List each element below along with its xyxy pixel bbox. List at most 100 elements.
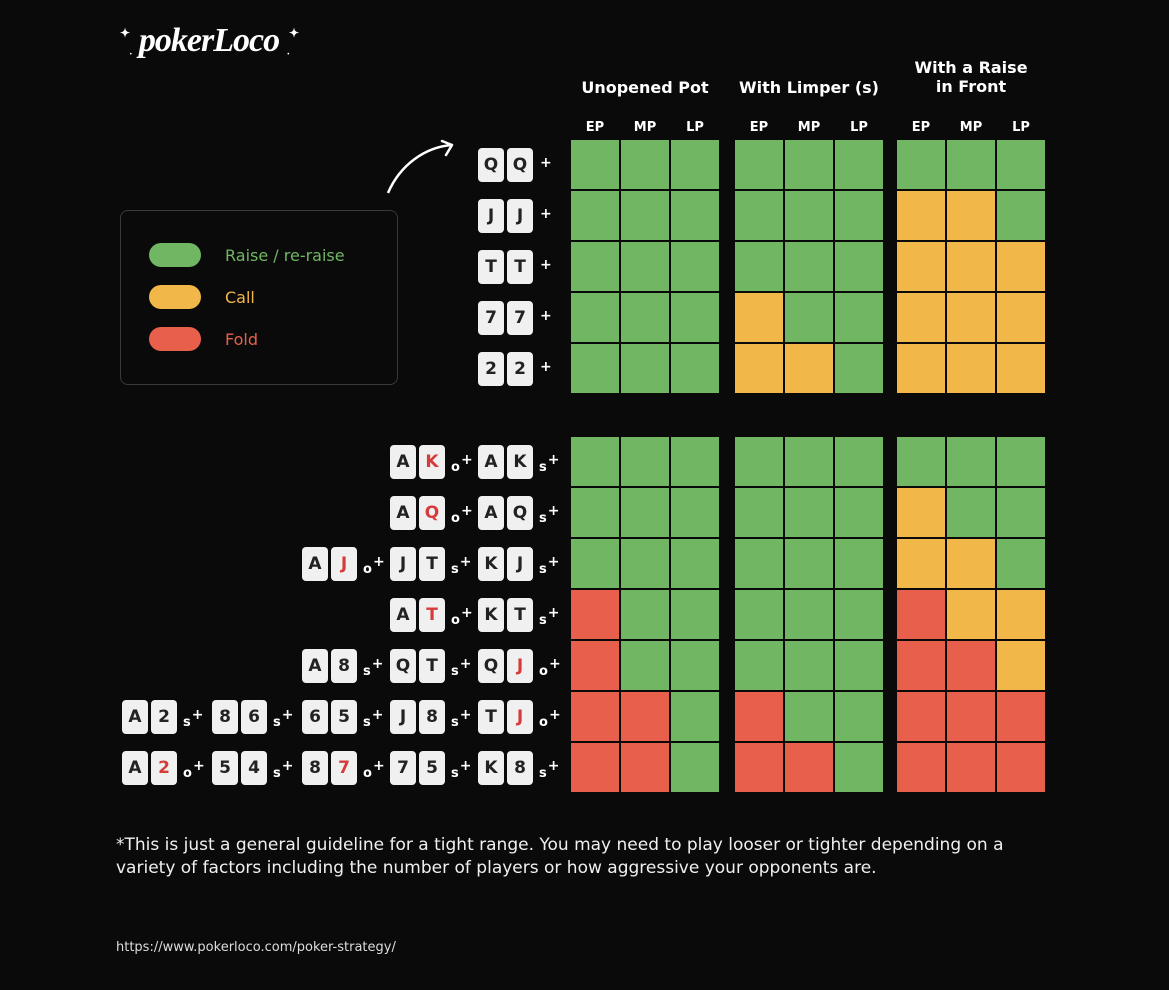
action-cell [997,641,1045,690]
hand-label: J8s+ [390,700,471,734]
action-cell [835,539,883,588]
hand-suffix: + [539,157,552,173]
card: 2 [151,700,177,734]
card: 6 [241,700,267,734]
hand-label: 54s+ [212,751,293,785]
action-cell [897,293,945,342]
action-cell [621,140,669,189]
hand-suffix: s+ [273,760,293,776]
action-cell [671,344,719,393]
action-cell [997,344,1045,393]
action-cell [947,242,995,291]
card: K [478,598,504,632]
action-cell [571,488,619,537]
legend-row-call: Call [149,285,369,309]
action-cell [571,539,619,588]
position-header: MP [947,120,995,135]
action-cell [735,590,783,639]
card: 5 [212,751,238,785]
hand-suffix: o+ [363,556,385,572]
action-cell [571,242,619,291]
legend-label-fold: Fold [225,330,258,349]
legend-pill-raise [149,243,201,267]
hand-suffix: s+ [451,556,471,572]
card: K [419,445,445,479]
card: Q [507,148,533,182]
hand-suffix: o+ [539,658,561,674]
action-cell [897,692,945,741]
hand-label: KJs+ [478,547,559,581]
action-cell [621,590,669,639]
hand-label: QJo+ [478,649,561,683]
hand-suffix: o+ [363,760,385,776]
action-cell [571,293,619,342]
action-cell [571,641,619,690]
legend-pill-fold [149,327,201,351]
action-cell [671,191,719,240]
card: T [419,649,445,683]
footnote-text: *This is just a general guideline for a … [116,834,1016,880]
hand-suffix: s+ [451,709,471,725]
action-cell [735,140,783,189]
hand-suffix: o+ [539,709,561,725]
card: A [478,496,504,530]
legend-label-call: Call [225,288,255,307]
card: A [390,445,416,479]
hand-label: 22+ [478,352,552,386]
action-cell [947,344,995,393]
card: J [507,649,533,683]
legend-row-raise: Raise / re-raise [149,243,369,267]
position-header: MP [621,120,669,135]
hand-suffix: s+ [451,760,471,776]
card: T [478,250,504,284]
action-cell [571,191,619,240]
hand-label: A8s+ [302,649,383,683]
card: Q [478,148,504,182]
arrow-icon [380,135,470,205]
card: 2 [507,352,533,386]
hand-suffix: + [539,259,552,275]
hand-suffix: s+ [273,709,293,725]
hand-suffix: s+ [451,658,471,674]
action-cell [785,539,833,588]
card: A [390,496,416,530]
position-header: MP [785,120,833,135]
action-cell [571,692,619,741]
card: A [302,649,328,683]
card: J [390,547,416,581]
action-cell [735,641,783,690]
action-cell [671,539,719,588]
action-cell [947,692,995,741]
card: 5 [331,700,357,734]
hand-suffix: o+ [451,454,473,470]
card: A [390,598,416,632]
card: 2 [151,751,177,785]
action-cell [735,743,783,792]
action-cell [621,539,669,588]
card: Q [478,649,504,683]
position-header: LP [671,120,719,135]
action-cell [735,293,783,342]
action-cell [997,590,1045,639]
action-cell [735,242,783,291]
action-cell [671,641,719,690]
action-cell [835,488,883,537]
action-cell [997,692,1045,741]
action-cell [897,437,945,486]
hand-label: 86s+ [212,700,293,734]
action-cell [947,293,995,342]
card: 7 [390,751,416,785]
action-cell [785,590,833,639]
card: 8 [507,751,533,785]
action-cell [835,293,883,342]
action-cell [621,488,669,537]
action-cell [897,488,945,537]
action-cell [897,344,945,393]
action-cell [835,743,883,792]
card: A [478,445,504,479]
action-cell [735,344,783,393]
action-cell [785,344,833,393]
action-cell [621,293,669,342]
hand-label: AQs+ [478,496,559,530]
scenario-header: Unopened Pot [571,78,719,97]
